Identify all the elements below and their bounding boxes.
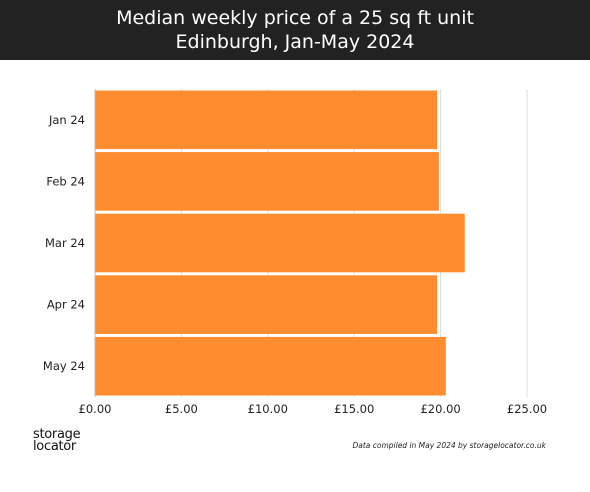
x-tick-label: £5.00: [165, 402, 198, 416]
bar: [95, 213, 465, 273]
chart-subtitle: Edinburgh, Jan-May 2024: [175, 31, 415, 53]
data-source-footnote: Data compiled in May 2024 by storageloca…: [352, 441, 546, 450]
bar: [95, 275, 438, 334]
x-tick-label: £25.00: [507, 402, 547, 416]
logo-line-1: storage: [33, 427, 81, 442]
x-tick-label: £10.00: [248, 402, 288, 416]
x-tick-label: £20.00: [420, 402, 460, 416]
y-category-label: Feb 24: [46, 174, 85, 188]
storage-locator-logo: storage locator: [33, 427, 81, 454]
x-tick-label: £15.00: [334, 402, 374, 416]
bar: [95, 336, 446, 396]
y-category-label: May 24: [43, 359, 85, 373]
chart-header: Median weekly price of a 25 sq ft unit E…: [0, 0, 590, 60]
y-category-label: Jan 24: [48, 113, 85, 127]
chart-title: Median weekly price of a 25 sq ft unit: [116, 7, 474, 29]
y-category-label: Mar 24: [45, 236, 85, 250]
x-tick-label: £0.00: [79, 402, 112, 416]
y-category-label: Apr 24: [47, 298, 85, 312]
bar: [95, 90, 438, 150]
bar: [95, 152, 439, 211]
bar-chart: £0.00 £5.00 £10.00 £15.00 £20.00 £25.00 Jan 24…: [43, 89, 547, 416]
logo-line-2: locator: [33, 439, 76, 454]
